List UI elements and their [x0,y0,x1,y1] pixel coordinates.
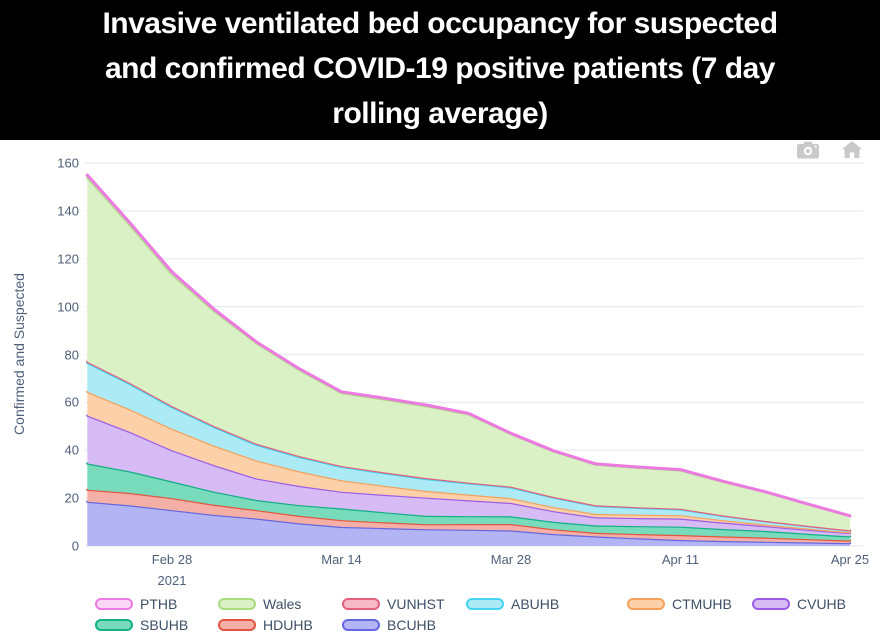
download-plot-button[interactable] [796,140,820,159]
home-icon [842,141,862,161]
legend-swatch-icon [95,619,133,631]
line-PTHB [85,173,852,518]
legend-item-pthb[interactable]: PTHB [95,596,178,612]
legend-swatch-icon [218,619,256,631]
area-SBUHB [87,463,851,541]
y-tick-label: 100 [57,299,79,315]
chart-title: Invasive ventilated bed occupancy for su… [0,0,880,140]
plotly-modebar [796,140,862,159]
legend-item-sbuhb[interactable]: SBUHB [95,617,189,633]
legend-swatch-icon [627,598,665,610]
legend-item-ctmuhb[interactable]: CTMUHB [627,596,732,612]
y-tick-label: 160 [57,155,79,171]
area-BCUHB [87,501,851,546]
camera-icon [796,141,820,162]
area-HDUHB [87,489,851,544]
area-CVUHB [87,415,851,537]
legend-item-abuhb[interactable]: ABUHB [466,596,560,612]
legend-swatch-icon [752,598,790,610]
area-CTMUHB [87,391,851,534]
legend-item-cvuhb[interactable]: CVUHB [752,596,847,612]
legend-label: CTMUHB [672,596,732,612]
x-tick-label: Mar 14 [321,552,362,567]
legend-label: CVUHB [797,596,847,612]
legend-swatch-icon [342,619,380,631]
legend-label: PTHB [140,596,178,612]
title-line-2: and confirmed COVID-19 positive patients… [105,52,776,85]
legend-label: Wales [263,596,302,612]
legend-label: HDUHB [263,617,313,633]
x-tick-label: Apr 11 [661,552,700,567]
legend-swatch-icon [466,598,504,610]
area-ABUHB [87,362,851,533]
title-line-1: Invasive ventilated bed occupancy for su… [102,7,778,40]
legend-label: ABUHB [511,596,560,612]
x-tick-label: Apr 25 [830,552,870,567]
area-Wales [87,177,851,531]
title-line-3: rolling average) [332,97,548,130]
x-tick-label: Feb 28 2021 [127,551,217,589]
y-tick-label: 0 [71,538,79,554]
legend-swatch-icon [342,598,380,610]
reset-axes-button[interactable] [842,141,862,158]
y-tick-label: 140 [57,203,79,219]
x-tick-label: Mar 28 [490,552,532,567]
y-axis-title: Confirmed and Suspected [11,273,27,435]
y-tick-label: 80 [64,347,79,362]
y-tick-label: 60 [64,394,79,410]
y-tick-label: 40 [64,442,79,458]
legend-item-vunhst[interactable]: VUNHST [342,596,445,612]
legend-item-bcuhb[interactable]: BCUHB [342,617,437,633]
x-tick-sublabel: 2021 [157,573,187,588]
legend-swatch-icon [95,598,133,610]
y-tick-label: 120 [57,251,79,267]
legend-label: BCUHB [387,617,437,633]
legend-swatch-icon [218,598,256,610]
legend-label: VUNHST [387,596,445,612]
legend-item-wales[interactable]: Wales [218,596,302,612]
legend-item-hduhb[interactable]: HDUHB [218,617,313,633]
legend-label: SBUHB [140,617,189,633]
y-tick-label: 20 [64,490,79,506]
